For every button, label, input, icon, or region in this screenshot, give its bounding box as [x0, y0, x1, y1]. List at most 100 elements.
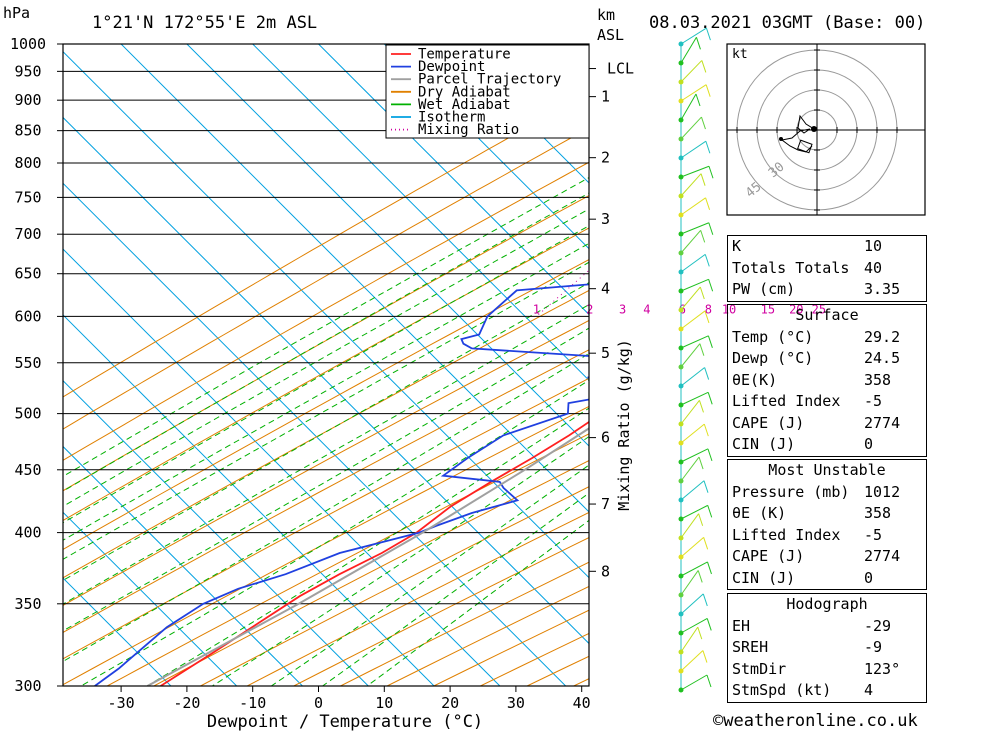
- wind-barb: [680, 27, 707, 45]
- mixing-ratio-tick-label: 15: [761, 302, 775, 316]
- most-unstable-table: Most Unstable Pressure (mb) 1012 θE (K) 35…: [727, 459, 927, 590]
- wind-barb-profile: [678, 27, 714, 693]
- height-tick-label: 3: [601, 210, 610, 228]
- wind-barb: [680, 93, 697, 121]
- mixing-ratio-tick-label: 1: [533, 302, 540, 316]
- surface-row-cape: CAPE (J) 2774: [732, 413, 901, 432]
- wind-barb: [680, 593, 704, 615]
- wind-barb: [680, 343, 701, 368]
- wind-barb-flag: [697, 570, 703, 583]
- temperature-tick-label: -10: [239, 694, 266, 712]
- wind-barb-flag: [701, 60, 707, 73]
- pressure-tick-label: 900: [14, 91, 41, 109]
- mixing-ratio-tick-label: 25: [812, 302, 826, 316]
- legend-label: Dewpoint: [418, 59, 485, 75]
- isotherm-line: [252, 44, 589, 382]
- wind-barb: [680, 423, 705, 444]
- wet-adiabat-line: [80, 379, 589, 686]
- surface-row-temp: Temp (°C) 29.2: [732, 327, 901, 346]
- height-tick-label: 2: [601, 149, 610, 167]
- location-label: 1°21'N 172°55'E 2m ASL: [92, 13, 318, 33]
- hodo-row-stmdir: StmDir 123°: [732, 659, 901, 678]
- wind-barb: [680, 173, 702, 197]
- legend-label: Wet Adiabat: [418, 97, 511, 113]
- plot-frame: [62, 43, 590, 687]
- height-tick-label: 7: [601, 495, 610, 513]
- wind-barb: [680, 391, 709, 406]
- wind-barb: [680, 561, 708, 577]
- wind-barb: [680, 253, 706, 273]
- hodograph-trace: [780, 114, 815, 153]
- index-row-totals: Totals Totals 40: [732, 258, 883, 277]
- temperature-tick-label: 10: [375, 694, 393, 712]
- dry-adiabat-line: [106, 433, 589, 686]
- isotherm-line: [63, 50, 589, 579]
- wind-barb-flag: [708, 279, 714, 292]
- pressure-tick-label: 600: [14, 307, 41, 325]
- wind-barb: [680, 197, 706, 216]
- pressure-tick-label: 650: [14, 265, 41, 283]
- wind-barb: [680, 650, 704, 672]
- surface-row-thetae: θE(K) 358: [732, 370, 892, 389]
- legend-label: Parcel Trajectory: [418, 72, 561, 88]
- wind-barb-flag: [705, 27, 711, 41]
- isotherm-line: [318, 44, 589, 316]
- dry-adiabat-line: [153, 460, 589, 686]
- unstable-row-cin: CIN (J) 0: [732, 568, 874, 587]
- wind-barb: [680, 335, 709, 349]
- wind-barb: [680, 448, 709, 463]
- wind-barb: [680, 626, 699, 653]
- wind-barb-flag: [700, 230, 706, 243]
- wind-barb-flag: [698, 513, 704, 526]
- mixing-ratio-tick-label: 3: [619, 302, 626, 316]
- wind-barb-flag: [697, 626, 703, 640]
- wind-barb-flag: [706, 674, 712, 688]
- pressure-tick-label: 300: [14, 677, 41, 695]
- isotherm-line: [63, 182, 567, 686]
- wind-barb-flag: [703, 480, 709, 493]
- unstable-row-thetae: θE (K) 358: [732, 504, 892, 522]
- wind-barb: [680, 504, 708, 520]
- wind-barb-flag: [700, 116, 706, 130]
- wind-barb: [680, 116, 702, 140]
- wind-barb-flag: [707, 448, 713, 462]
- hodograph-title: Hodograph: [786, 595, 868, 613]
- isotherm-line: [63, 577, 172, 686]
- hodo-row-stmspd: StmSpd (kt) 4: [732, 681, 874, 699]
- hodograph-storm-motion: [811, 126, 817, 132]
- copyright-link[interactable]: ©weatheronline.co.uk: [713, 711, 918, 731]
- dry-adiabat-line: [63, 349, 589, 634]
- pressure-tick-label: 700: [14, 225, 41, 243]
- legend-label: Temperature: [418, 47, 511, 63]
- wind-barb-flag: [704, 367, 710, 380]
- wind-barb: [680, 618, 708, 634]
- wind-barb-flag: [695, 93, 701, 107]
- wind-barb: [680, 37, 697, 64]
- mixing-ratio-tick-label: 8: [705, 302, 712, 316]
- isotherm-line: [63, 511, 238, 686]
- legend-label: Dry Adiabat: [418, 84, 511, 100]
- mixing-ratio-axis-title: Mixing Ratio (g/kg): [615, 339, 633, 511]
- height-tick-label: 6: [601, 429, 610, 447]
- hodograph-unit-label: kt: [732, 47, 748, 62]
- datetime-label: 08.03.2021 03GMT (Base: 00): [649, 13, 926, 33]
- isotherm-line: [63, 248, 501, 686]
- parcel-trajectory-profile: [146, 427, 589, 686]
- pressure-tick-label: 950: [14, 62, 41, 80]
- wind-barb: [680, 222, 710, 235]
- dry-adiabat-line: [200, 486, 589, 686]
- hodo-row-eh: EH -29: [732, 616, 892, 635]
- temperature-tick-label: -20: [173, 694, 200, 712]
- dry-adiabat-line: [63, 377, 589, 660]
- isotherm-line: [63, 379, 369, 686]
- unstable-row-li: Lifted Index -5: [732, 525, 883, 544]
- indices-table: K 10 Totals Totals 40 PW (cm) 3.35: [727, 235, 927, 302]
- dry-adiabat-line: [63, 289, 589, 579]
- wind-barb-flag: [707, 392, 713, 405]
- wind-barb-flag: [705, 197, 711, 210]
- height-tick-label: LCL: [607, 60, 634, 78]
- pressure-tick-label: 1000: [10, 35, 46, 53]
- pressure-tick-label: 850: [14, 122, 41, 140]
- isotherm-line: [449, 44, 589, 184]
- surface-row-dewp: Dewp (°C) 24.5: [732, 349, 901, 367]
